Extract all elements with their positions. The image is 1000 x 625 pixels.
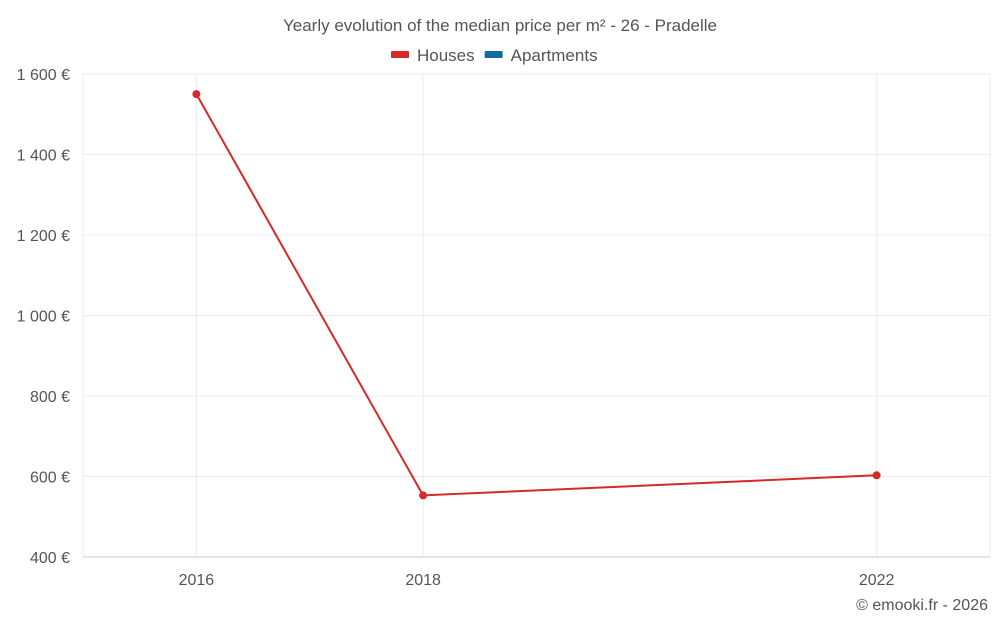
legend: Houses Apartments — [391, 46, 598, 65]
data-point-houses — [192, 90, 201, 99]
y-tick-label: 600 € — [30, 470, 70, 487]
gridlines — [82, 73, 991, 557]
legend-label-apartments[interactable]: Apartments — [511, 46, 598, 65]
legend-swatch-apartments[interactable] — [484, 51, 503, 58]
chart-title: Yearly evolution of the median price per… — [283, 16, 717, 35]
legend-swatch-houses[interactable] — [391, 51, 409, 58]
y-tick-label: 1 200 € — [17, 228, 70, 245]
y-tick-label: 1 600 € — [17, 67, 70, 84]
x-tick-label: 2016 — [179, 572, 215, 589]
data-point-houses — [419, 491, 428, 500]
x-tick-label: 2018 — [405, 572, 441, 589]
y-tick-label: 800 € — [30, 389, 70, 406]
axes: 400 € 600 € 800 € 1 000 € 1 200 € 1 400 € 1 60… — [17, 67, 990, 589]
y-tick-label: 1 400 € — [17, 148, 70, 165]
y-tick-label: 1 000 € — [17, 309, 70, 326]
series-layer — [192, 90, 881, 500]
x-tick-label: 2022 — [859, 572, 895, 589]
legend-label-houses[interactable]: Houses — [417, 46, 475, 65]
y-tick-label: 400 € — [30, 550, 70, 567]
credit-text: © emooki.fr - 2026 — [856, 597, 988, 614]
data-point-houses — [872, 471, 881, 480]
